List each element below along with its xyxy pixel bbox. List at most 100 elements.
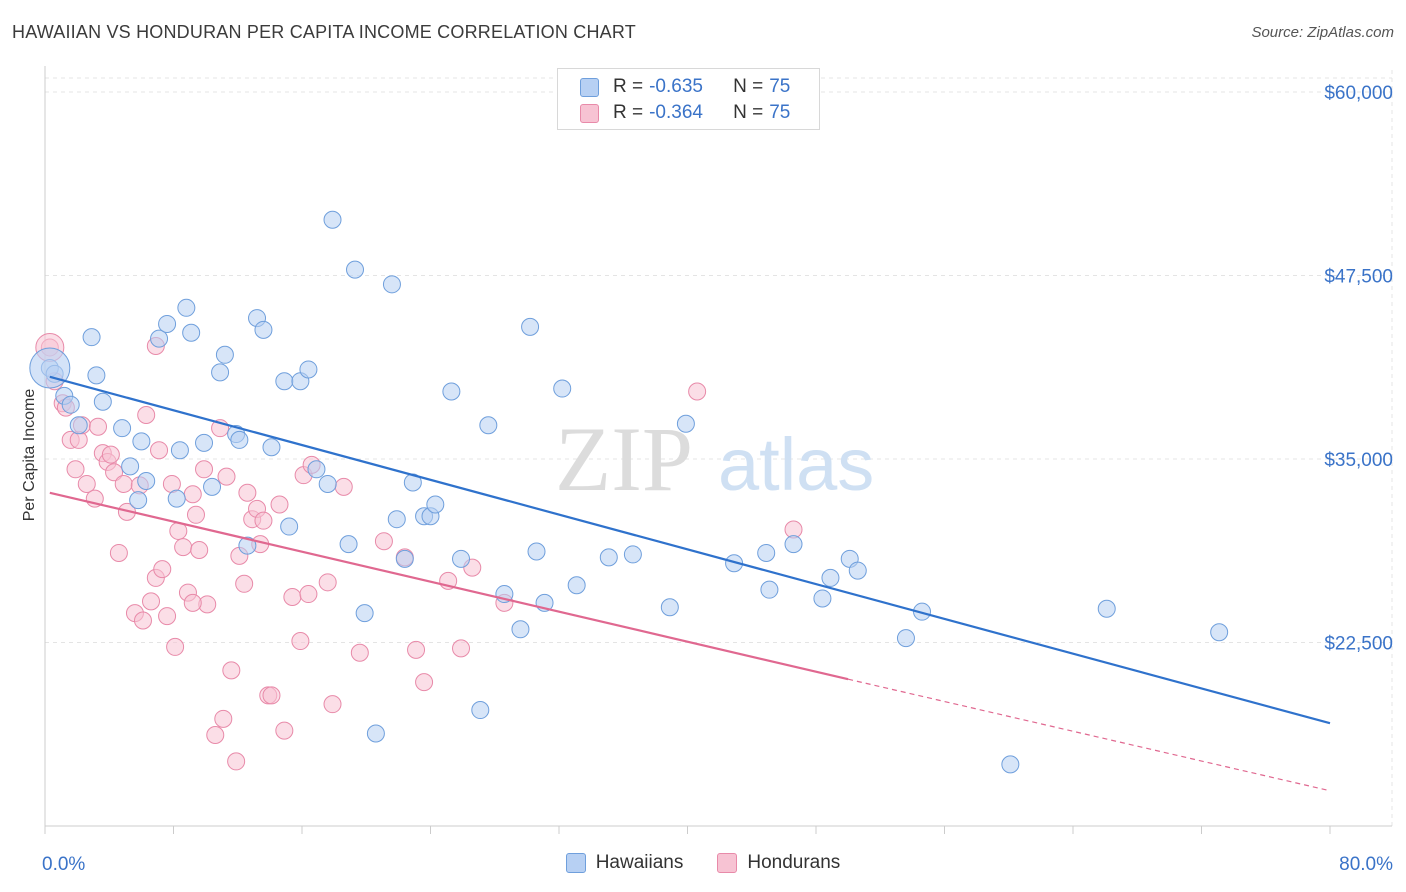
- honduran-point: [217, 467, 236, 486]
- honduran-point: [89, 417, 108, 436]
- honduran-point: [105, 463, 124, 482]
- n-value-hondurans: 75: [769, 102, 791, 123]
- hawaiian-point: [813, 589, 832, 608]
- r-label: R =: [613, 102, 644, 123]
- hawaiian-point: [660, 598, 679, 617]
- honduran-point: [452, 639, 471, 658]
- hawaiian-point: [355, 604, 374, 623]
- hondurans-trend-extension: [847, 678, 1331, 792]
- honduran-point: [275, 721, 294, 740]
- trend-lines: [49, 375, 1331, 792]
- hawaiian-point: [230, 430, 249, 449]
- honduran-point: [183, 593, 202, 612]
- watermark: ZIP atlas: [555, 408, 874, 510]
- hawaiians-trend-line: [49, 375, 1331, 725]
- hawaiian-point: [129, 491, 148, 510]
- honduran-point: [374, 532, 393, 551]
- legend-item-hawaiians[interactable]: Hawaiians: [565, 852, 683, 874]
- hondurans-legend-swatch: [717, 853, 738, 873]
- hawaiian-point: [1097, 599, 1116, 618]
- hawaiian-point: [346, 260, 365, 279]
- hawaiian-point: [280, 517, 299, 536]
- n-label: N =: [733, 102, 764, 123]
- axes: [44, 66, 1392, 834]
- legend-item-hondurans[interactable]: Hondurans: [717, 852, 840, 874]
- hawaiian-point: [382, 275, 401, 294]
- hawaiian-point: [137, 472, 156, 491]
- honduran-point: [214, 709, 233, 728]
- hawaiian-point: [821, 568, 840, 587]
- hawaiian-point: [158, 314, 177, 333]
- hawaiian-point: [238, 536, 257, 555]
- honduran-point: [323, 695, 342, 714]
- hawaiian-point: [567, 576, 586, 595]
- hawaiian-point: [395, 549, 414, 568]
- hawaiian-point: [177, 298, 196, 317]
- hawaiian-point: [262, 438, 281, 457]
- honduran-point: [688, 382, 707, 401]
- hawaiian-point: [275, 372, 294, 391]
- hawaiian-point: [182, 323, 201, 342]
- honduran-point: [77, 474, 96, 493]
- honduran-point: [222, 661, 241, 680]
- hawaiian-point: [69, 416, 88, 435]
- hawaiian-point: [61, 395, 80, 414]
- honduran-point: [66, 460, 85, 479]
- x-tick-labels: 0.0% 80.0%: [42, 854, 1393, 875]
- hawaiian-point: [527, 542, 546, 561]
- honduran-point: [283, 587, 302, 606]
- hawaiian-point: [511, 620, 530, 639]
- honduran-point: [262, 686, 281, 705]
- hawaiian-point: [913, 602, 932, 621]
- honduran-point: [150, 441, 169, 460]
- honduran-point: [190, 541, 209, 560]
- n-label: N =: [733, 76, 764, 97]
- hawaiian-points: [29, 210, 1229, 774]
- legend-row-hawaiians: R = -0.635 N = 75: [580, 75, 790, 99]
- hawaiian-point: [387, 510, 406, 529]
- honduran-point: [235, 574, 254, 593]
- hawaiian-point: [167, 489, 186, 508]
- hawaiians-swatch: [580, 77, 599, 97]
- hawaiian-point: [599, 548, 618, 567]
- hawaiian-point: [479, 416, 498, 435]
- hawaiian-point: [121, 457, 140, 476]
- y-tick-label: $35,000: [1324, 450, 1393, 471]
- honduran-point: [270, 495, 289, 514]
- hawaiian-point: [318, 474, 337, 493]
- hondurans-trend-line: [49, 491, 849, 681]
- honduran-point: [291, 632, 310, 651]
- honduran-point: [318, 573, 337, 592]
- hawaiian-point: [132, 432, 151, 451]
- chart-title: HAWAIIAN VS HONDURAN PER CAPITA INCOME C…: [12, 22, 636, 42]
- source-text: Source: ZipAtlas.com: [1251, 24, 1394, 41]
- hawaiian-point: [211, 363, 230, 382]
- honduran-point: [137, 405, 156, 424]
- honduran-point: [415, 673, 434, 692]
- hawaiian-point: [848, 561, 867, 580]
- hawaiian-point: [452, 549, 471, 568]
- hawaiian-point: [150, 329, 169, 348]
- hawaiian-point: [442, 382, 461, 401]
- hawaiian-point: [1210, 623, 1229, 642]
- hawaiian-point: [203, 477, 222, 496]
- hawaiian-point: [87, 366, 106, 385]
- honduran-point: [186, 505, 205, 524]
- honduran-point: [227, 752, 246, 771]
- honduran-point: [334, 477, 353, 496]
- hawaiian-point: [323, 210, 342, 229]
- hawaiian-point: [113, 419, 132, 438]
- hawaiian-point: [170, 441, 189, 460]
- honduran-point: [238, 483, 257, 502]
- watermark-zip: ZIP: [555, 408, 693, 510]
- hawaiian-point: [254, 320, 273, 339]
- honduran-point: [195, 460, 214, 479]
- hawaiian-point: [521, 317, 540, 336]
- honduran-point: [299, 585, 318, 604]
- hawaiian-point: [307, 460, 326, 479]
- y-tick-label: $60,000: [1324, 83, 1393, 104]
- hawaiian-point: [471, 701, 490, 720]
- honduran-point: [166, 637, 185, 656]
- hawaiian-point: [896, 629, 915, 648]
- correlation-legend: R = -0.635 N = 75 R = -0.364 N = 75: [557, 68, 820, 130]
